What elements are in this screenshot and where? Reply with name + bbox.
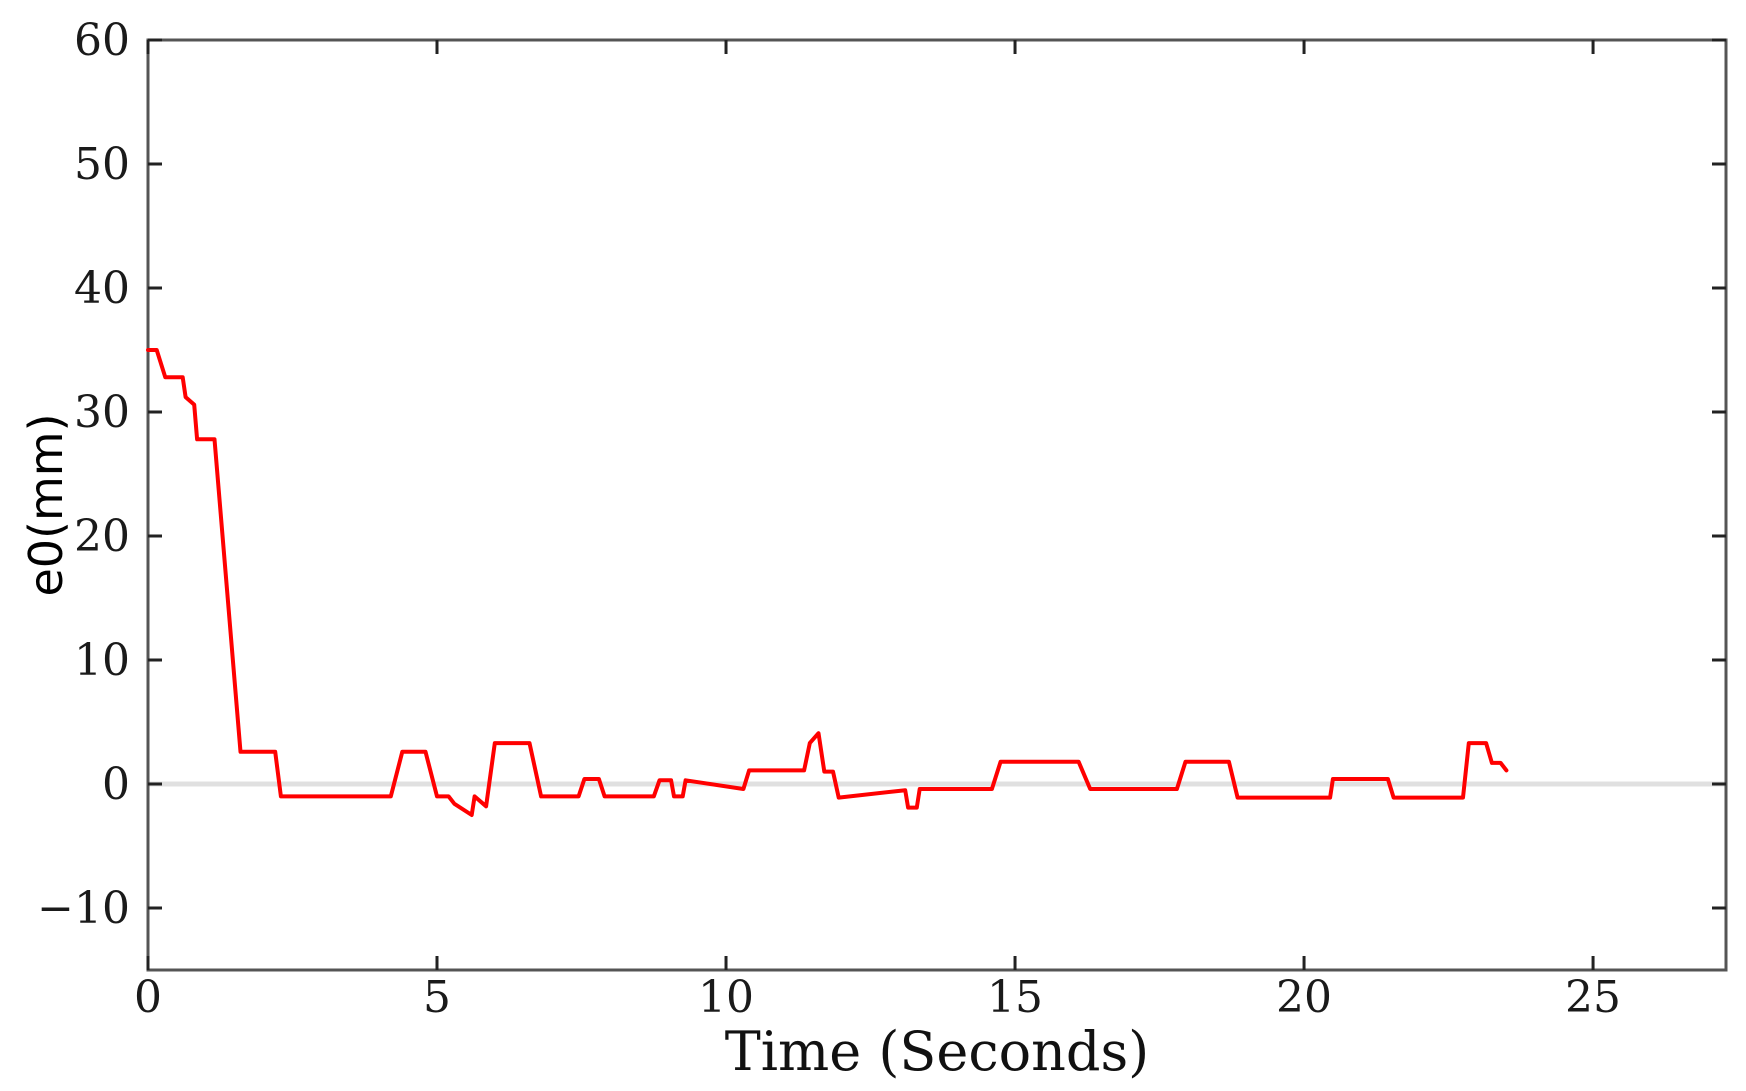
- y-tick-label: 10: [74, 635, 130, 686]
- x-tick-label: 5: [423, 972, 451, 1023]
- x-tick-label: 0: [134, 972, 162, 1023]
- y-tick-label: 20: [74, 511, 130, 562]
- y-tick-label: 0: [102, 759, 130, 810]
- y-tick-label: 40: [74, 263, 130, 314]
- x-tick-label: 25: [1565, 972, 1621, 1023]
- x-tick-label: 20: [1276, 972, 1332, 1023]
- y-axis-label: e0(mm): [19, 413, 73, 596]
- y-tick-label: −10: [37, 883, 130, 934]
- x-tick-label: 15: [987, 972, 1043, 1023]
- series-line: [146, 348, 1509, 817]
- y-tick-label: 60: [74, 15, 130, 66]
- y-tick-label: 50: [74, 139, 130, 190]
- y-tick-label: 30: [74, 387, 130, 438]
- x-tick-label: 10: [698, 972, 754, 1023]
- x-axis-label: Time (Seconds): [725, 1020, 1150, 1083]
- plot-frame: [146, 38, 1728, 972]
